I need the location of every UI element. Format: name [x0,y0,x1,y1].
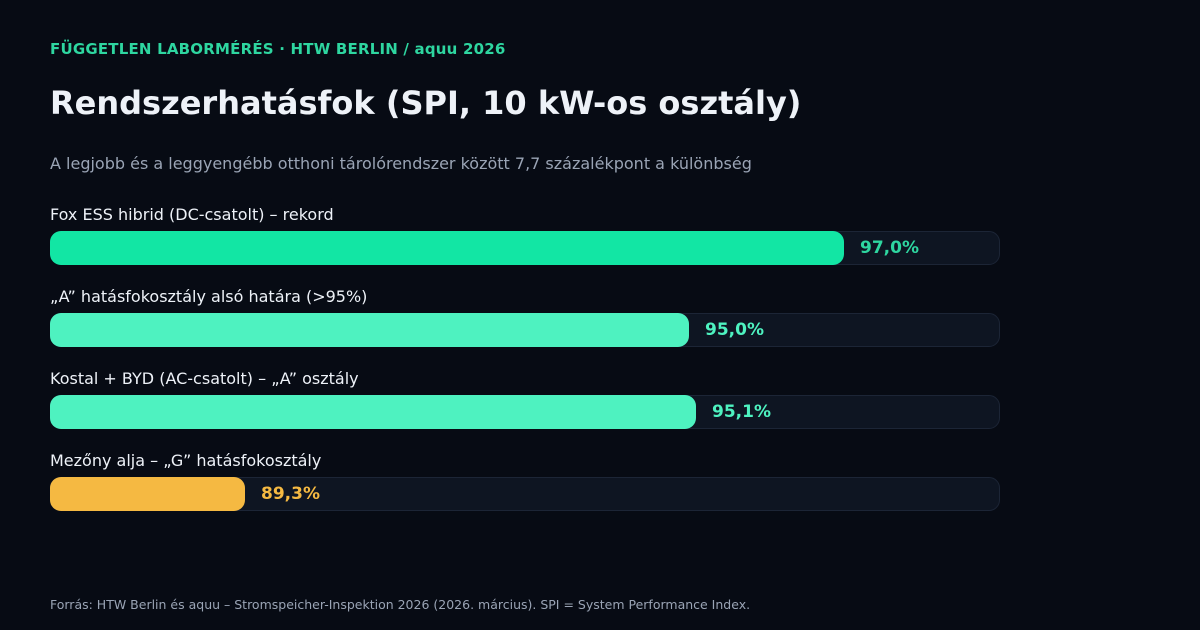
bar-value-label: 95,1% [712,402,771,422]
bar-fill [50,313,689,347]
source-note: Forrás: HTW Berlin és aquu – Stromspeich… [50,597,751,612]
bar-row: Kostal + BYD (AC-csatolt) – „A” osztály 9… [50,369,1000,451]
bar-label: „A” hatásfokosztály alsó határa (>95%) [50,287,368,306]
bar-label: Fox ESS hibrid (DC-csatolt) – rekord [50,205,334,224]
bar-fill [50,395,696,429]
bar-fill [50,231,844,265]
chart-title: Rendszerhatásfok (SPI, 10 kW-os osztály) [50,84,802,122]
kicker-text: FÜGGETLEN LABORMÉRÉS · HTW BERLIN / aquu… [50,40,506,58]
bar-chart: Fox ESS hibrid (DC-csatolt) – rekord 97,0… [50,205,1000,533]
bar-label: Kostal + BYD (AC-csatolt) – „A” osztály [50,369,359,388]
bar-label: Mezőny alja – „G” hatásfokosztály [50,451,322,470]
bar-value-label: 97,0% [860,238,919,258]
bar-value-label: 95,0% [705,320,764,340]
bar-row: „A” hatásfokosztály alsó határa (>95%) 95… [50,287,1000,369]
bar-value-label: 89,3% [261,484,320,504]
bar-row: Mezőny alja – „G” hatásfokosztály 89,3% [50,451,1000,533]
bar-fill [50,477,245,511]
chart-subtitle: A legjobb és a leggyengébb otthoni tárol… [50,154,752,173]
bar-row: Fox ESS hibrid (DC-csatolt) – rekord 97,0… [50,205,1000,287]
